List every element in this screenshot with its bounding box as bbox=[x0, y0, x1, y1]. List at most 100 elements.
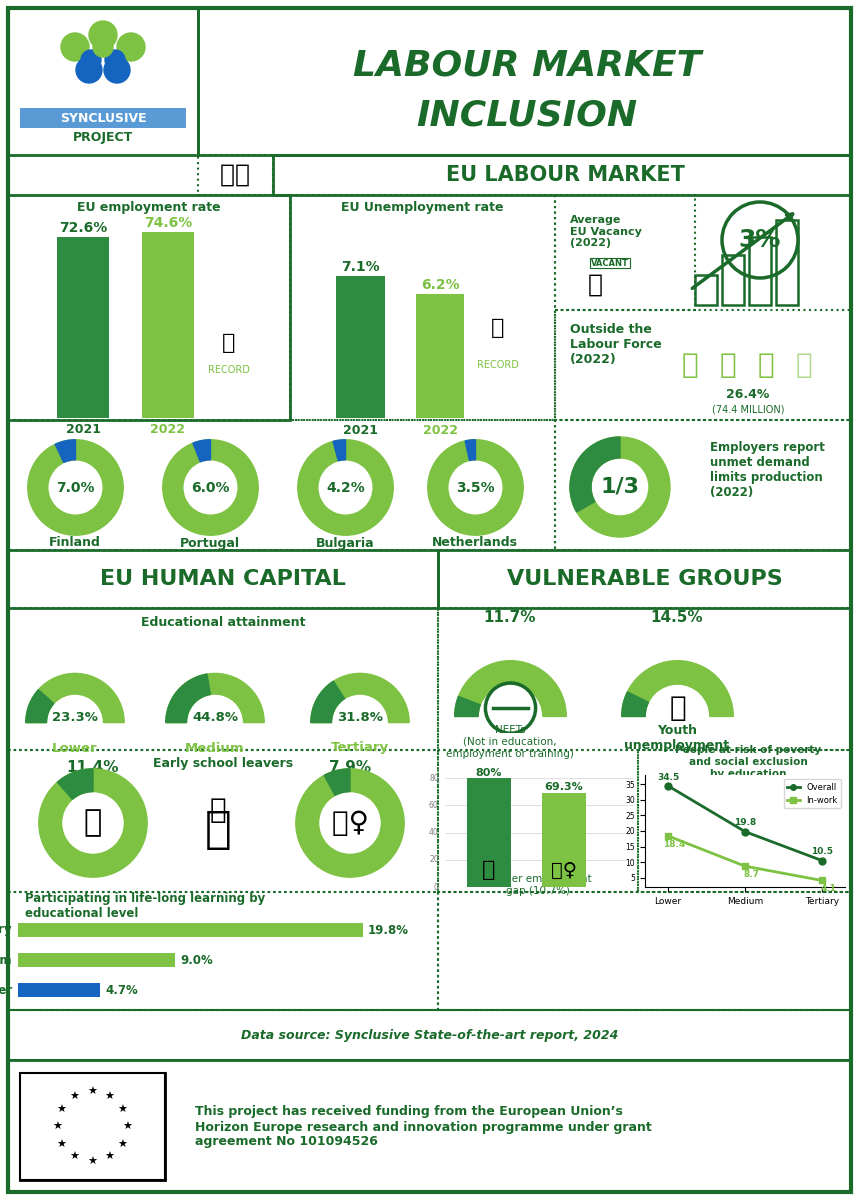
Wedge shape bbox=[298, 439, 393, 535]
Bar bbox=[8, 194, 290, 420]
Text: ★: ★ bbox=[122, 1122, 132, 1132]
Text: 9.0%: 9.0% bbox=[180, 954, 213, 966]
Bar bbox=[695, 275, 717, 305]
Text: ★: ★ bbox=[87, 1157, 97, 1166]
Wedge shape bbox=[311, 682, 344, 722]
Wedge shape bbox=[333, 439, 345, 461]
Text: 4.7%: 4.7% bbox=[105, 984, 137, 996]
Text: 🧍: 🧍 bbox=[682, 350, 698, 379]
Text: RECORD: RECORD bbox=[208, 365, 250, 374]
Text: ★: ★ bbox=[57, 1104, 67, 1115]
Text: Netherlands: Netherlands bbox=[432, 536, 518, 550]
Text: 🚶‍♀️: 🚶‍♀️ bbox=[332, 809, 369, 838]
Text: 7.0%: 7.0% bbox=[56, 480, 94, 494]
Wedge shape bbox=[311, 673, 409, 722]
Text: EU Unemployment rate: EU Unemployment rate bbox=[341, 202, 503, 215]
Text: 60: 60 bbox=[429, 800, 439, 810]
Legend: Overall, In-work: Overall, In-work bbox=[783, 779, 841, 808]
Bar bbox=[20, 1073, 165, 1180]
Text: 🧍: 🧍 bbox=[795, 350, 813, 379]
Text: 0: 0 bbox=[434, 882, 439, 892]
Overall bbox=[663, 779, 673, 793]
Bar bbox=[273, 155, 851, 194]
Wedge shape bbox=[166, 674, 210, 722]
Bar bbox=[8, 8, 198, 155]
Text: 2021: 2021 bbox=[343, 424, 378, 437]
Text: 4.1: 4.1 bbox=[820, 884, 836, 893]
Text: 72.6%: 72.6% bbox=[59, 221, 107, 234]
Text: 19.8: 19.8 bbox=[734, 818, 756, 828]
Circle shape bbox=[105, 50, 125, 70]
Bar bbox=[438, 892, 851, 1010]
Bar bbox=[542, 793, 586, 887]
Wedge shape bbox=[465, 439, 476, 461]
Text: ★: ★ bbox=[70, 1152, 80, 1163]
Text: 6.2%: 6.2% bbox=[421, 278, 460, 292]
Text: EU employment rate: EU employment rate bbox=[77, 202, 221, 215]
Wedge shape bbox=[454, 696, 480, 716]
Text: 74.6%: 74.6% bbox=[143, 216, 192, 229]
Bar bbox=[555, 194, 695, 310]
Bar bbox=[467, 779, 511, 887]
In-work bbox=[663, 829, 673, 844]
Text: 3%: 3% bbox=[739, 228, 781, 252]
Text: 11.7%: 11.7% bbox=[484, 611, 536, 625]
Text: SYNCLUSIVE: SYNCLUSIVE bbox=[59, 112, 146, 125]
Bar bbox=[198, 155, 273, 194]
Text: 7.9%: 7.9% bbox=[329, 761, 371, 775]
Text: Medium: Medium bbox=[186, 742, 245, 755]
Bar bbox=[8, 892, 438, 1010]
Bar bbox=[776, 220, 798, 305]
Text: 🧑‍💻: 🧑‍💻 bbox=[220, 163, 250, 187]
Text: Tertiary: Tertiary bbox=[0, 924, 13, 936]
Wedge shape bbox=[295, 769, 405, 877]
Text: 4.2%: 4.2% bbox=[326, 480, 365, 494]
Text: VULNERABLE GROUPS: VULNERABLE GROUPS bbox=[507, 569, 783, 589]
Bar bbox=[142, 232, 193, 418]
Circle shape bbox=[93, 37, 113, 56]
Text: Early school leavers: Early school leavers bbox=[153, 757, 293, 770]
Text: PROJECT: PROJECT bbox=[73, 132, 133, 144]
Text: INCLUSION: INCLUSION bbox=[417, 98, 637, 132]
Bar bbox=[8, 750, 438, 892]
Text: 2022: 2022 bbox=[423, 424, 458, 437]
Wedge shape bbox=[58, 769, 93, 799]
Wedge shape bbox=[622, 692, 649, 716]
Bar bbox=[18, 983, 100, 997]
Text: People at risk of poverty
and social exclusion
by education: People at risk of poverty and social exc… bbox=[675, 745, 821, 779]
Wedge shape bbox=[39, 769, 147, 877]
Wedge shape bbox=[26, 690, 54, 722]
Bar bbox=[8, 608, 438, 750]
Text: Participating in life-long learning by
educational level: Participating in life-long learning by e… bbox=[25, 892, 265, 920]
Text: 10.5: 10.5 bbox=[811, 847, 833, 857]
Text: 🧍: 🧍 bbox=[758, 350, 774, 379]
Text: 34.5: 34.5 bbox=[657, 773, 679, 781]
Text: 19.8%: 19.8% bbox=[368, 924, 409, 936]
Text: 2022: 2022 bbox=[150, 424, 186, 436]
Text: Portugal: Portugal bbox=[180, 536, 240, 550]
Text: Finland: Finland bbox=[49, 536, 101, 550]
Wedge shape bbox=[622, 661, 734, 716]
Wedge shape bbox=[454, 661, 566, 716]
Text: 7.1%: 7.1% bbox=[341, 260, 380, 274]
Circle shape bbox=[89, 20, 117, 49]
Text: Employers report
unmet demand
limits production
(2022): Employers report unmet demand limits pro… bbox=[710, 440, 825, 499]
Bar bbox=[20, 1073, 165, 1180]
Wedge shape bbox=[166, 673, 265, 722]
Text: 8.7: 8.7 bbox=[743, 870, 759, 880]
Text: 69.3%: 69.3% bbox=[545, 782, 583, 792]
Text: 🎓: 🎓 bbox=[210, 796, 226, 824]
Text: ★: ★ bbox=[105, 1092, 114, 1102]
Text: RECORD: RECORD bbox=[477, 360, 519, 370]
Text: 1/3: 1/3 bbox=[600, 476, 639, 497]
Text: Lower: Lower bbox=[0, 984, 13, 996]
Text: 2021: 2021 bbox=[65, 424, 101, 436]
Text: 44.8%: 44.8% bbox=[192, 712, 238, 724]
Text: This project has received funding from the European Union’s
Horizon Europe resea: This project has received funding from t… bbox=[195, 1105, 652, 1148]
Text: (74.4 MILLION): (74.4 MILLION) bbox=[712, 404, 784, 415]
Bar bbox=[337, 276, 385, 418]
Line: In-work: In-work bbox=[665, 833, 825, 884]
Bar bbox=[416, 294, 465, 418]
Text: NEETs
(Not in education,
employment or training): NEETs (Not in education, employment or t… bbox=[446, 725, 574, 758]
Text: ★: ★ bbox=[70, 1092, 80, 1102]
